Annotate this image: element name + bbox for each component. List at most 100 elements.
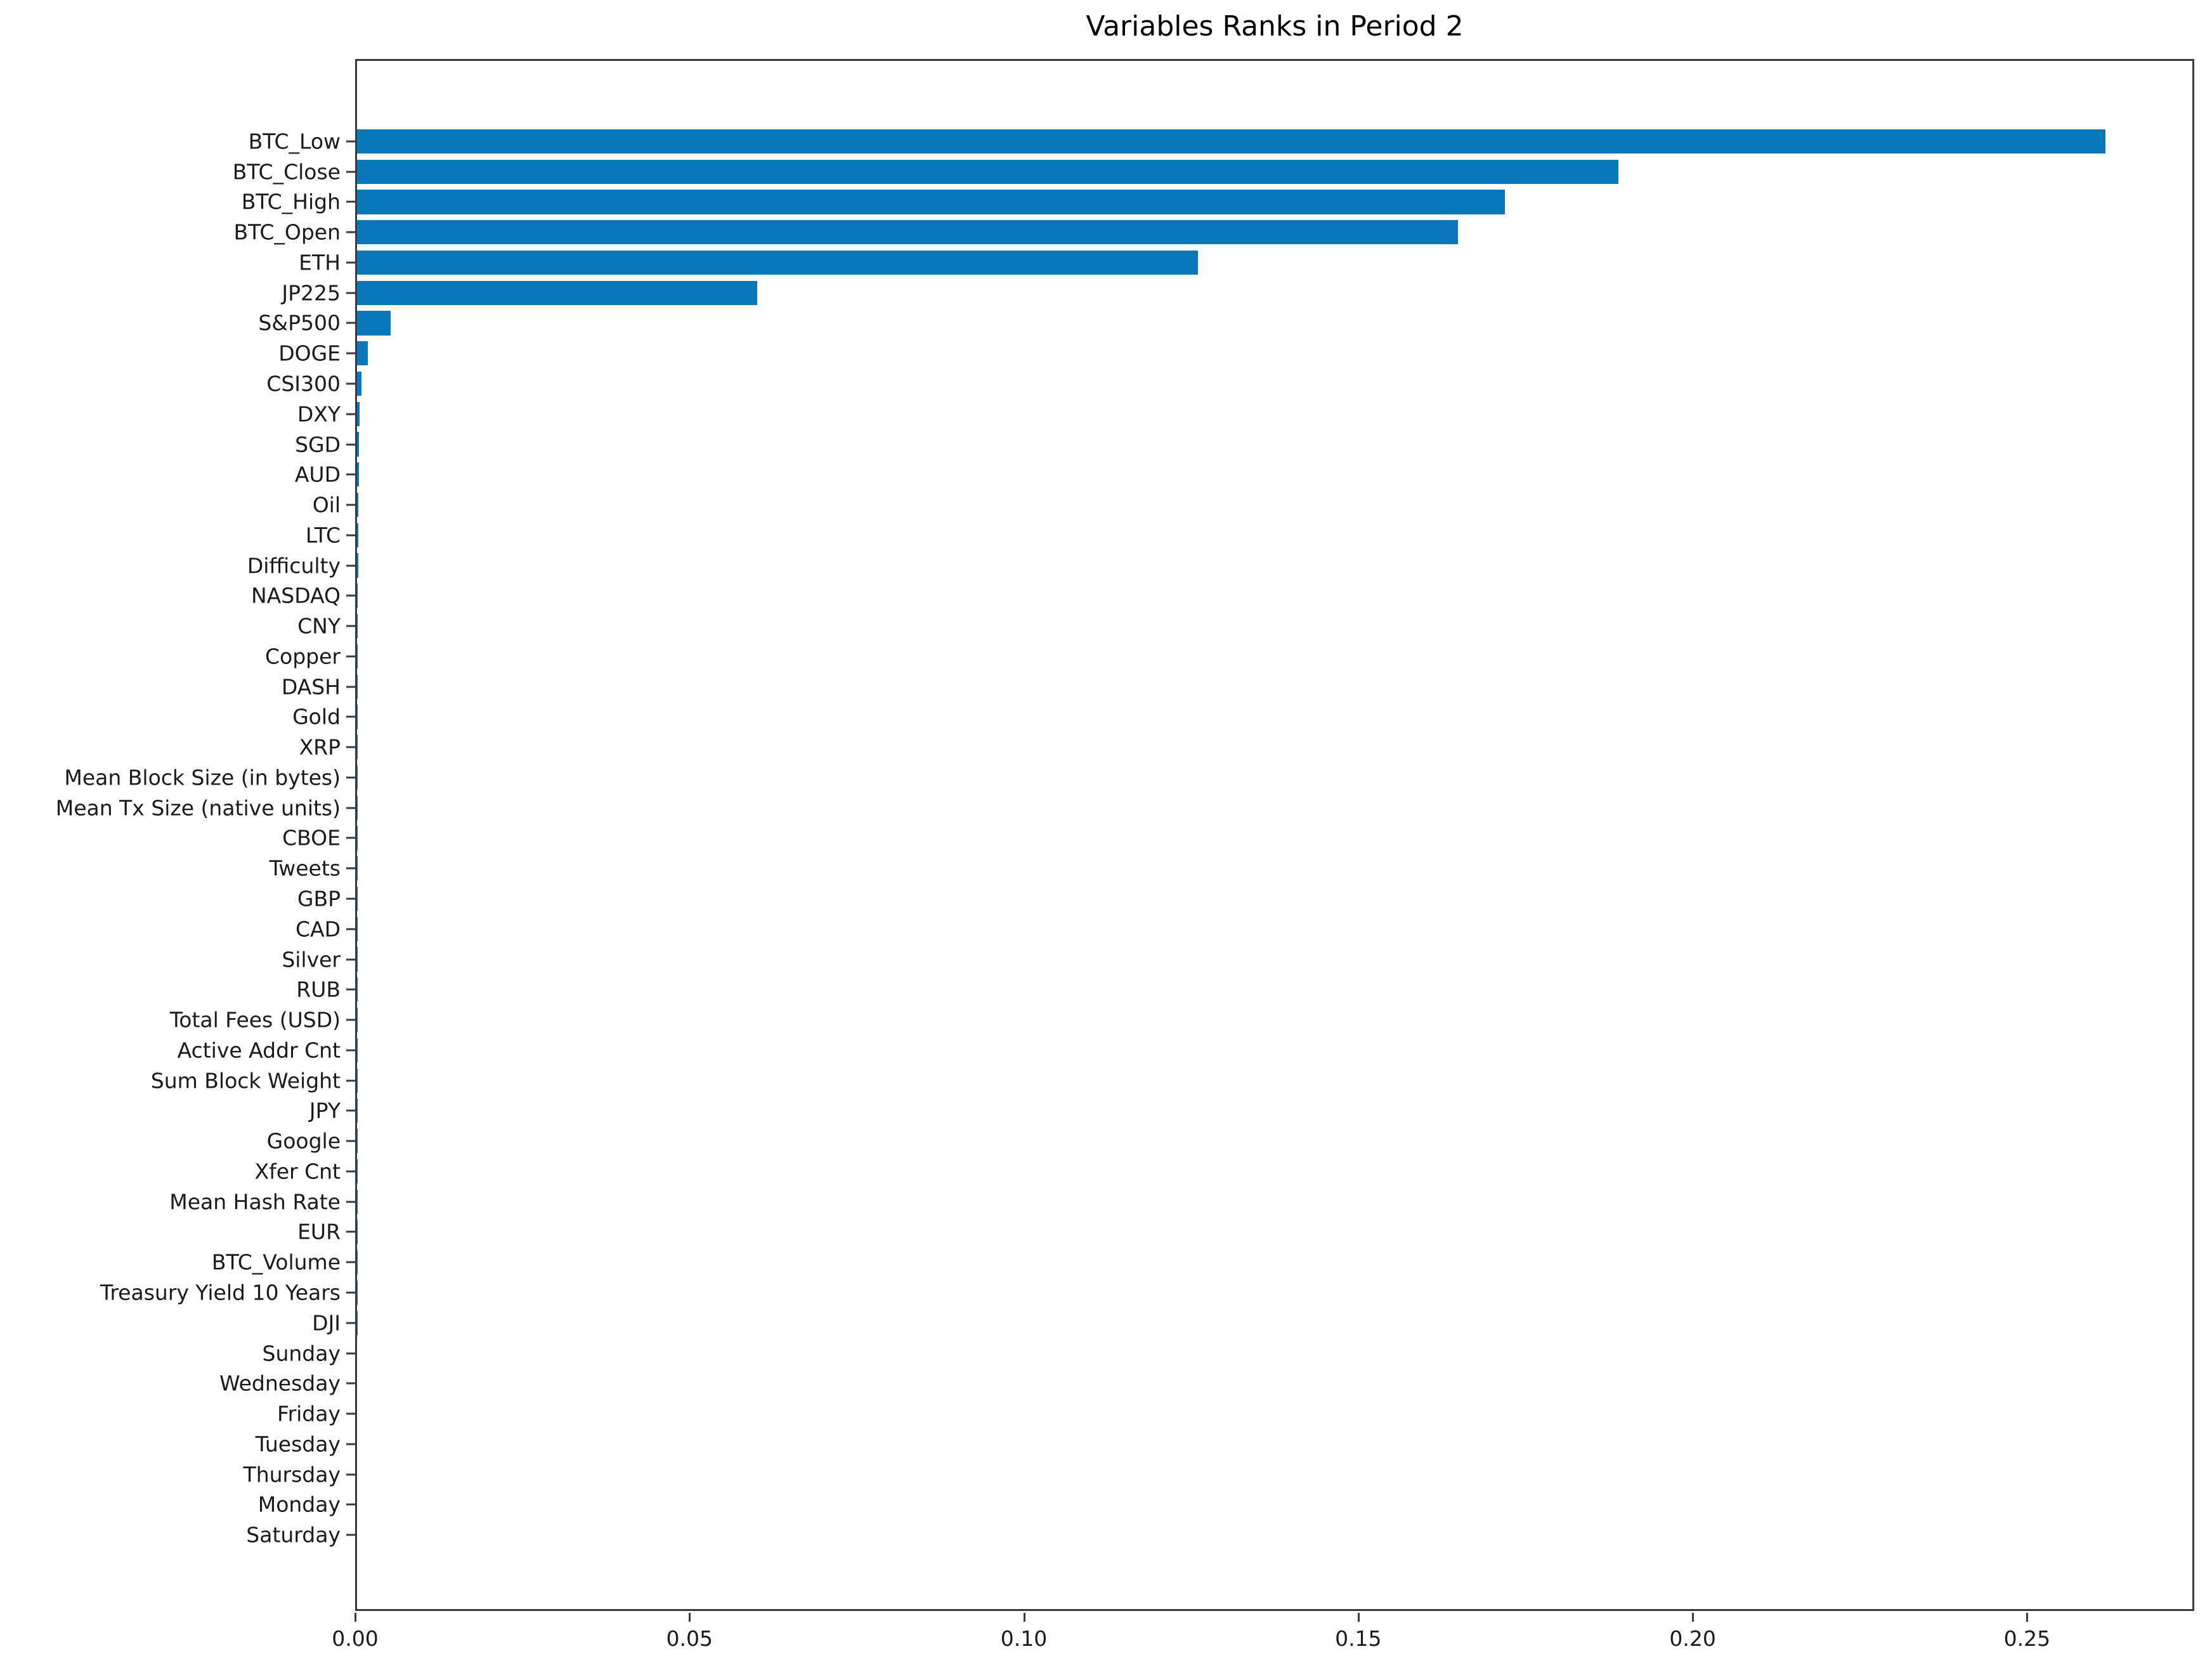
y-axis-category-label: Tuesday bbox=[255, 1431, 341, 1457]
y-tick-mark bbox=[346, 1109, 355, 1112]
bar-row: ETH bbox=[299, 247, 2192, 278]
value-bar bbox=[357, 584, 358, 608]
y-tick-mark bbox=[346, 897, 355, 900]
bar-row: BTC_Close bbox=[233, 157, 2192, 187]
y-tick-mark bbox=[346, 231, 355, 233]
x-tick-mark bbox=[1023, 1613, 1025, 1622]
y-axis-category-label: RUB bbox=[296, 977, 341, 1002]
value-bar bbox=[357, 371, 362, 396]
bar-row: GBP bbox=[297, 883, 2192, 914]
y-tick-mark bbox=[346, 534, 355, 537]
y-tick-mark bbox=[346, 988, 355, 991]
y-axis-category-label: S&P500 bbox=[258, 310, 341, 336]
y-tick-mark bbox=[346, 958, 355, 961]
bar-row: CNY bbox=[297, 611, 2192, 641]
bar-row: BTC_Open bbox=[233, 217, 2192, 247]
y-axis-category-label: BTC_Close bbox=[232, 159, 341, 185]
x-tick-label: 0.10 bbox=[1000, 1626, 1048, 1651]
y-tick-mark bbox=[346, 655, 355, 658]
y-axis-category-label: CAD bbox=[295, 916, 341, 942]
bar-row: Google bbox=[267, 1126, 2192, 1156]
x-tick-mark bbox=[355, 1613, 356, 1622]
y-axis-category-label: DXY bbox=[297, 401, 341, 427]
y-axis-category-label: DOGE bbox=[278, 341, 341, 366]
value-bar bbox=[357, 795, 358, 820]
y-axis-category-label: Sunday bbox=[262, 1341, 341, 1366]
bar-row: Difficulty bbox=[247, 551, 2192, 581]
x-tick-mark bbox=[1692, 1613, 1695, 1622]
value-bar bbox=[357, 705, 358, 729]
y-tick-mark bbox=[346, 594, 355, 597]
y-axis-category-label: DJI bbox=[312, 1310, 341, 1336]
value-bar bbox=[357, 492, 359, 518]
bar-row: AUD bbox=[295, 459, 2192, 490]
bar-row: XRP bbox=[299, 732, 2192, 762]
y-tick-mark bbox=[346, 1352, 355, 1354]
value-bar bbox=[357, 462, 360, 487]
y-axis-category-label: SGD bbox=[295, 432, 341, 457]
y-tick-mark bbox=[346, 292, 355, 294]
value-bar bbox=[357, 765, 358, 790]
bar-row: Gold bbox=[292, 702, 2192, 733]
value-bar bbox=[357, 401, 360, 426]
bar-row: CSI300 bbox=[266, 368, 2192, 399]
y-axis-category-label: Sum Block Weight bbox=[150, 1068, 341, 1093]
bar-row: Active Addr Cnt bbox=[178, 1035, 2192, 1066]
y-axis-category-label: ETH bbox=[299, 250, 341, 275]
y-tick-mark bbox=[346, 928, 355, 930]
y-tick-mark bbox=[346, 504, 355, 506]
value-bar bbox=[357, 644, 358, 668]
bar-row: BTC_Volume bbox=[212, 1247, 2192, 1277]
y-tick-mark bbox=[346, 1412, 355, 1415]
y-tick-mark bbox=[346, 1261, 355, 1263]
y-axis-category-label: BTC_Volume bbox=[211, 1249, 341, 1275]
value-bar bbox=[357, 159, 1618, 184]
bar-row: SGD bbox=[295, 429, 2192, 460]
y-tick-mark bbox=[346, 715, 355, 718]
x-tick-label: 0.05 bbox=[666, 1626, 713, 1651]
bar-row: Wednesday bbox=[219, 1368, 2192, 1398]
x-tick-label: 0.25 bbox=[2003, 1626, 2051, 1651]
y-axis-category-label: Wednesday bbox=[219, 1371, 341, 1396]
value-bar bbox=[357, 553, 358, 578]
y-axis-category-label: CNY bbox=[297, 613, 341, 639]
x-axis: 0.00 0.05 0.10 0.15 0.20 0.25 bbox=[332, 1611, 2194, 1655]
chart-title: Variables Ranks in Period 2 bbox=[1086, 10, 1464, 42]
y-tick-mark bbox=[346, 200, 355, 203]
bar-row: Mean Tx Size (native units) bbox=[56, 793, 2192, 823]
bar-row: Copper bbox=[265, 641, 2192, 672]
y-axis-category-label: Total Fees (USD) bbox=[169, 1007, 341, 1033]
y-tick-mark bbox=[346, 1534, 355, 1536]
x-tick-mark bbox=[2026, 1613, 2029, 1622]
y-axis-category-label: DASH bbox=[281, 674, 341, 700]
bar-row: Thursday bbox=[244, 1459, 2192, 1490]
y-tick-mark bbox=[346, 413, 355, 415]
bar-row: BTC_High bbox=[242, 187, 2192, 218]
bar-row: JPY bbox=[309, 1096, 2192, 1126]
x-tick-mark bbox=[1357, 1613, 1360, 1622]
y-axis-category-label: Saturday bbox=[246, 1522, 341, 1548]
value-bar bbox=[357, 190, 1506, 214]
value-bar bbox=[357, 826, 358, 851]
value-bar bbox=[357, 220, 1459, 245]
rows: BTC_Low BTC_Close BTC_High BTC_Open ETH … bbox=[56, 126, 2192, 1550]
value-bar bbox=[357, 614, 358, 639]
y-axis-category-label: AUD bbox=[294, 462, 341, 487]
value-bar bbox=[357, 856, 358, 881]
bar-row: JP225 bbox=[282, 278, 2192, 308]
y-axis-category-label: GBP bbox=[297, 886, 341, 911]
y-axis-category-label: XRP bbox=[299, 734, 341, 760]
y-tick-mark bbox=[346, 1322, 355, 1324]
bar-row: Tuesday bbox=[256, 1429, 2192, 1459]
y-tick-mark bbox=[346, 1170, 355, 1173]
y-tick-mark bbox=[346, 837, 355, 839]
bar-row: Friday bbox=[277, 1398, 2192, 1429]
y-tick-mark bbox=[346, 1140, 355, 1142]
bar-row: S&P500 bbox=[258, 308, 2192, 339]
value-bar bbox=[357, 735, 358, 760]
y-axis-category-label: Gold bbox=[292, 704, 341, 729]
y-tick-mark bbox=[346, 1019, 355, 1021]
y-axis-category-label: Active Addr Cnt bbox=[177, 1038, 341, 1063]
y-axis-category-label: BTC_Low bbox=[248, 129, 341, 154]
